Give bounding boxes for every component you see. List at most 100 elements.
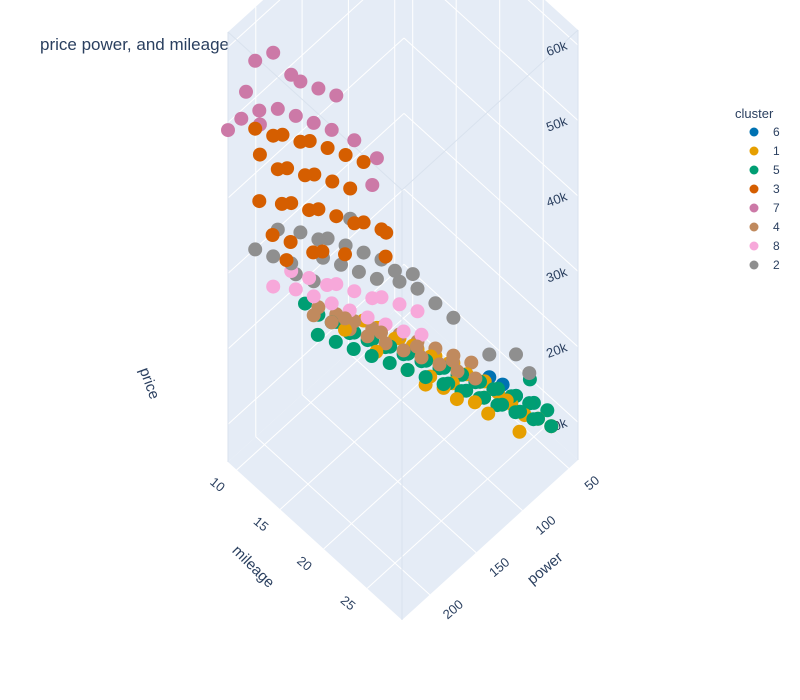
point-cluster-2-5[interactable]	[293, 225, 308, 240]
point-cluster-7-7[interactable]	[252, 103, 267, 118]
point-cluster-3-6[interactable]	[266, 128, 281, 143]
point-cluster-4-20[interactable]	[445, 353, 460, 368]
point-cluster-8-14[interactable]	[288, 282, 303, 297]
point-cluster-3-31[interactable]	[378, 249, 393, 264]
point-cluster-5-39[interactable]	[418, 370, 433, 385]
point-cluster-3-11[interactable]	[298, 168, 312, 183]
point-cluster-7-8[interactable]	[234, 111, 249, 126]
point-cluster-2-18[interactable]	[482, 347, 497, 362]
legend[interactable]: cluster 6 1 5 3 7 4 8 2	[735, 106, 780, 272]
point-cluster-4-11[interactable]	[450, 364, 465, 379]
point-cluster-1-25[interactable]	[481, 406, 496, 421]
point-cluster-7-2[interactable]	[284, 67, 299, 82]
point-cluster-5-38[interactable]	[436, 377, 451, 392]
point-cluster-3-14[interactable]	[347, 216, 362, 231]
point-cluster-2-20[interactable]	[522, 366, 537, 381]
point-cluster-4-16[interactable]	[360, 329, 375, 344]
point-cluster-5-45[interactable]	[310, 327, 325, 342]
point-cluster-1-24[interactable]	[512, 424, 527, 439]
point-cluster-1-30[interactable]	[467, 395, 482, 410]
point-cluster-3-4[interactable]	[293, 134, 308, 149]
point-cluster-7-0[interactable]	[266, 45, 281, 60]
point-cluster-3-17[interactable]	[302, 203, 317, 218]
point-cluster-1-26[interactable]	[449, 392, 464, 407]
point-cluster-8-5[interactable]	[320, 278, 335, 292]
point-cluster-3-29[interactable]	[279, 253, 294, 268]
point-cluster-3-13[interactable]	[270, 162, 285, 177]
point-cluster-8-2[interactable]	[365, 291, 380, 306]
point-cluster-5-26[interactable]	[544, 419, 559, 434]
point-cluster-3-28[interactable]	[252, 147, 267, 162]
point-cluster-8-16[interactable]	[410, 304, 425, 319]
scene-3d[interactable]: 501001502001015202510k20k30k40k50k60kpow…	[136, 0, 603, 622]
point-cluster-7-6[interactable]	[329, 88, 344, 103]
point-cluster-3-27[interactable]	[252, 194, 267, 209]
point-cluster-4-22[interactable]	[374, 325, 388, 340]
point-cluster-7-9[interactable]	[270, 101, 285, 116]
point-cluster-8-13[interactable]	[306, 289, 321, 304]
data-points[interactable]	[221, 45, 559, 439]
point-cluster-2-10[interactable]	[334, 257, 348, 272]
point-cluster-5-30[interactable]	[508, 405, 523, 420]
point-cluster-8-8[interactable]	[396, 324, 411, 339]
legend-item-4[interactable]: 4	[749, 220, 781, 234]
point-cluster-2-16[interactable]	[428, 296, 443, 311]
point-cluster-3-2[interactable]	[320, 141, 335, 155]
point-cluster-2-1[interactable]	[356, 245, 371, 260]
point-cluster-8-6[interactable]	[302, 271, 317, 285]
point-cluster-3-1[interactable]	[338, 148, 353, 162]
point-cluster-7-3[interactable]	[239, 84, 253, 99]
point-cluster-3-7[interactable]	[248, 121, 263, 136]
point-cluster-7-13[interactable]	[221, 123, 235, 138]
point-cluster-5-6[interactable]	[486, 382, 501, 397]
point-cluster-7-14[interactable]	[347, 133, 362, 148]
legend-item-5[interactable]: 5	[749, 163, 781, 177]
legend-item-6[interactable]: 6	[749, 125, 781, 139]
point-cluster-3-0[interactable]	[356, 155, 371, 169]
legend-item-1[interactable]: 1	[749, 144, 781, 158]
point-cluster-8-10[interactable]	[360, 310, 375, 325]
point-cluster-3-9[interactable]	[325, 174, 340, 189]
point-cluster-2-25[interactable]	[405, 267, 420, 282]
point-cluster-4-23[interactable]	[338, 311, 352, 326]
point-cluster-1-23[interactable]	[338, 322, 352, 337]
point-cluster-4-18[interactable]	[324, 315, 339, 330]
legend-item-3[interactable]: 3	[749, 182, 781, 196]
point-cluster-8-15[interactable]	[266, 279, 281, 294]
point-cluster-5-2[interactable]	[522, 396, 537, 411]
point-cluster-2-15[interactable]	[410, 281, 425, 296]
point-cluster-3-8[interactable]	[343, 181, 358, 196]
point-cluster-3-15[interactable]	[329, 209, 344, 224]
point-cluster-7-10[interactable]	[288, 108, 303, 123]
point-cluster-2-17[interactable]	[446, 310, 461, 325]
point-cluster-2-21[interactable]	[387, 263, 402, 278]
point-cluster-2-14[interactable]	[392, 274, 407, 289]
point-cluster-7-12[interactable]	[324, 122, 339, 137]
point-cluster-4-19[interactable]	[306, 308, 321, 323]
point-cluster-4-10[interactable]	[468, 371, 483, 386]
point-cluster-8-3[interactable]	[347, 284, 362, 299]
legend-item-7[interactable]: 7	[749, 201, 781, 215]
point-cluster-4-13[interactable]	[414, 350, 429, 365]
point-cluster-8-17[interactable]	[414, 327, 429, 342]
point-cluster-7-15[interactable]	[369, 151, 384, 166]
point-cluster-7-11[interactable]	[306, 115, 321, 130]
legend-item-2[interactable]: 2	[749, 258, 781, 272]
point-cluster-5-43[interactable]	[346, 342, 361, 356]
point-cluster-5-32[interactable]	[490, 398, 505, 413]
point-cluster-3-20[interactable]	[374, 222, 389, 237]
point-cluster-3-24[interactable]	[306, 245, 321, 260]
point-cluster-4-0[interactable]	[464, 355, 479, 370]
point-cluster-2-8[interactable]	[369, 271, 384, 286]
point-cluster-4-12[interactable]	[432, 357, 447, 372]
point-cluster-5-28[interactable]	[526, 412, 541, 427]
point-cluster-5-41[interactable]	[382, 356, 397, 370]
point-cluster-4-15[interactable]	[378, 336, 393, 351]
point-cluster-5-0[interactable]	[540, 403, 555, 418]
point-cluster-7-5[interactable]	[311, 81, 326, 96]
point-cluster-2-19[interactable]	[509, 347, 523, 362]
legend-item-8[interactable]: 8	[749, 239, 781, 253]
point-cluster-4-21[interactable]	[409, 339, 424, 354]
point-cluster-7-17[interactable]	[365, 178, 380, 192]
